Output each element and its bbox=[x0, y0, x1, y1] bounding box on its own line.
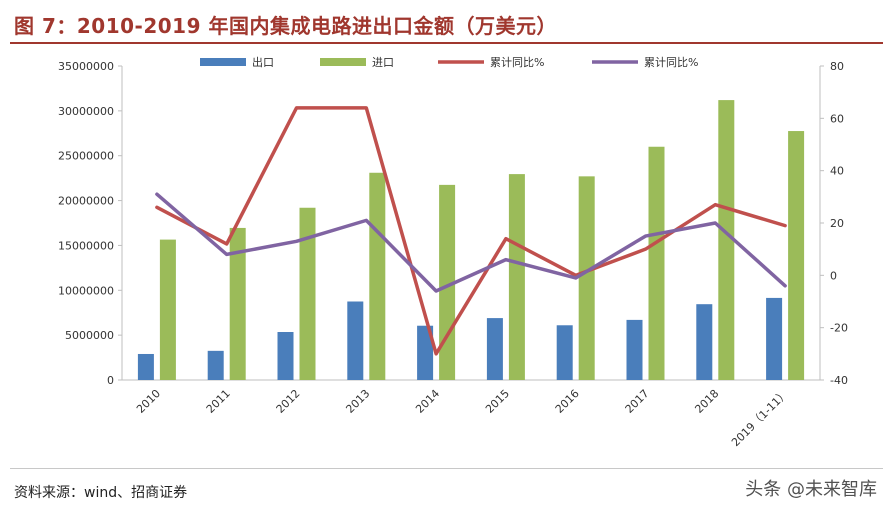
line-series-2 bbox=[155, 192, 787, 293]
legend-swatch bbox=[200, 58, 246, 66]
legend-swatch bbox=[320, 58, 366, 66]
legend-label: 累计同比% bbox=[490, 56, 544, 69]
legend-label: 进口 bbox=[372, 56, 394, 69]
left-tick-label: 30000000 bbox=[58, 105, 114, 118]
line-series-1 bbox=[155, 106, 787, 356]
x-tick-label: 2014 bbox=[413, 387, 442, 416]
right-tick-label: 40 bbox=[830, 165, 844, 178]
bar-export bbox=[207, 350, 224, 380]
x-tick-label: 2015 bbox=[483, 387, 512, 416]
x-tick-label: 2018 bbox=[692, 387, 721, 416]
source-note: 资料来源：wind、招商证券 bbox=[14, 485, 188, 501]
left-tick-label: 0 bbox=[107, 374, 114, 387]
x-tick-label: 2011 bbox=[204, 387, 233, 416]
chart-container: 0 5000000 10000000 15000000 20000000 25000000… bbox=[0, 48, 891, 468]
bar-export bbox=[486, 318, 503, 380]
bar-export bbox=[766, 297, 783, 380]
chart-svg: 0 5000000 10000000 15000000 20000000 25000000… bbox=[58, 55, 848, 449]
title-bar: 图 7：2010-2019 年国内集成电路进出口金额（万美元） bbox=[0, 0, 891, 44]
right-tick-label: 60 bbox=[830, 112, 844, 125]
x-tick-label: 2017 bbox=[623, 387, 652, 416]
x-tick-label: 2010 bbox=[134, 387, 163, 416]
title-rule bbox=[10, 42, 883, 44]
bar-import bbox=[159, 239, 176, 380]
right-tick-label: 20 bbox=[830, 217, 844, 230]
right-tick-label: -40 bbox=[830, 374, 848, 387]
right-tick-label: -20 bbox=[830, 322, 848, 335]
watermark: 头条 @未来智库 bbox=[745, 479, 877, 500]
bar-import bbox=[788, 131, 805, 380]
left-tick-label: 25000000 bbox=[58, 150, 114, 163]
x-tick-label: 2016 bbox=[553, 387, 582, 416]
left-tick-label: 35000000 bbox=[58, 60, 114, 73]
bar-export bbox=[626, 319, 643, 380]
x-tick-label: 2012 bbox=[274, 387, 303, 416]
left-tick-label: 15000000 bbox=[58, 239, 114, 252]
right-tick-label: 0 bbox=[830, 269, 837, 282]
left-tick-label: 5000000 bbox=[65, 329, 114, 342]
bar-import bbox=[718, 100, 735, 380]
bar-export bbox=[417, 325, 434, 380]
legend-label: 出口 bbox=[252, 55, 274, 69]
bar-export bbox=[347, 301, 364, 380]
bar-import bbox=[369, 172, 386, 380]
left-tick-label: 20000000 bbox=[58, 195, 114, 208]
figure-title: 图 7：2010-2019 年国内集成电路进出口金额（万美元） bbox=[14, 14, 557, 38]
bar-import bbox=[299, 207, 316, 380]
bar-import bbox=[648, 146, 665, 380]
source-rule bbox=[10, 468, 883, 469]
right-tick-label: 80 bbox=[830, 60, 844, 73]
bar-export bbox=[137, 353, 154, 380]
x-tick-label: 2013 bbox=[343, 387, 372, 416]
bar-export bbox=[696, 304, 713, 380]
bar-export bbox=[277, 332, 294, 380]
bar-export bbox=[556, 325, 573, 380]
left-tick-label: 10000000 bbox=[58, 284, 114, 297]
bar-import bbox=[508, 174, 525, 380]
legend-label: 累计同比% bbox=[644, 56, 698, 69]
bar-import bbox=[229, 227, 246, 380]
x-tick-label: 2019（1-11） bbox=[729, 387, 791, 449]
bar-import bbox=[578, 176, 595, 380]
